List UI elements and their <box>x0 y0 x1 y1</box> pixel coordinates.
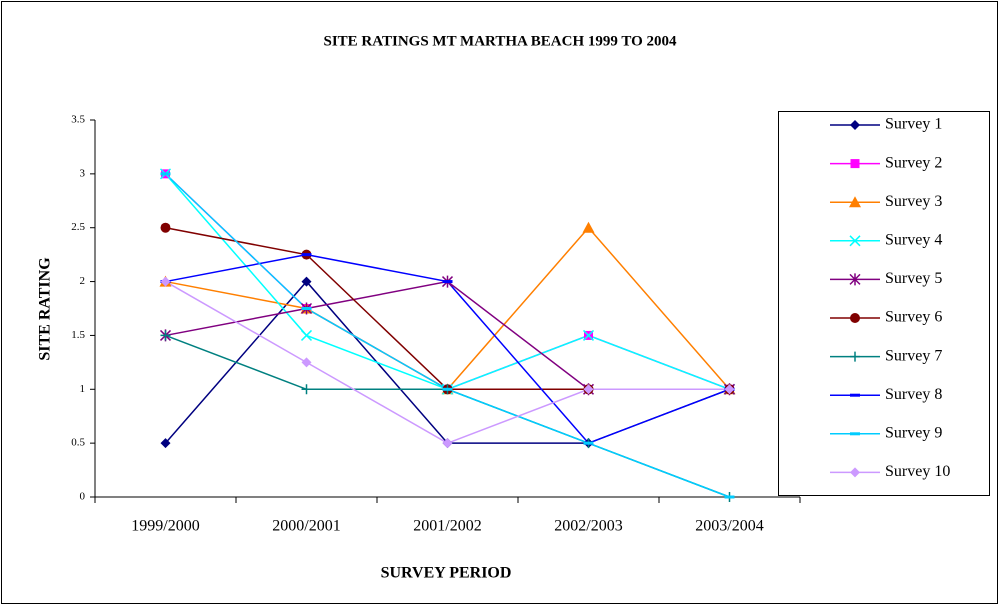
legend-label: Survey 6 <box>885 309 942 326</box>
marker <box>160 330 171 341</box>
y-tick-label: 3 <box>80 167 86 179</box>
legend-label: Survey 1 <box>885 116 942 133</box>
x-tick-label: 1999/2000 <box>131 518 199 535</box>
marker <box>850 432 860 436</box>
legend-label: Survey 3 <box>885 193 942 210</box>
x-tick-label: 2002/2003 <box>554 518 622 535</box>
legend-label: Survey 5 <box>885 270 942 287</box>
legend-box <box>778 111 990 496</box>
marker <box>160 276 171 287</box>
y-tick-label: 2.5 <box>71 221 85 233</box>
marker <box>301 307 312 310</box>
legend-label: Survey 9 <box>885 424 942 441</box>
legend-label: Survey 7 <box>885 347 942 364</box>
marker <box>442 387 453 391</box>
chart-title: SITE RATINGS MT MARTHA BEACH 1999 TO 200… <box>323 33 677 49</box>
marker <box>850 467 860 478</box>
x-axis-label: SURVEY PERIOD <box>381 565 512 582</box>
marker <box>849 196 861 208</box>
y-tick-label: 1.5 <box>71 329 85 341</box>
marker <box>849 235 861 247</box>
legend-label: Survey 8 <box>885 386 942 403</box>
marker <box>160 438 171 449</box>
legend-label: Survey 2 <box>885 154 942 171</box>
marker <box>160 172 171 176</box>
marker <box>301 384 312 395</box>
marker <box>850 313 860 323</box>
marker <box>582 221 595 233</box>
marker <box>582 329 595 341</box>
marker <box>724 384 735 395</box>
y-axis-label: SITE RATING <box>37 257 54 361</box>
x-tick-label: 2001/2002 <box>413 518 481 535</box>
marker <box>583 384 594 395</box>
legend-label: Survey 4 <box>885 231 942 248</box>
marker <box>160 222 171 233</box>
y-tick-label: 2 <box>80 275 86 287</box>
marker <box>583 441 594 445</box>
marker <box>301 253 312 257</box>
legend-label: Survey 10 <box>885 463 950 480</box>
marker <box>300 329 313 341</box>
marker <box>301 276 312 287</box>
marker <box>301 357 312 368</box>
y-tick-label: 0.5 <box>71 437 85 449</box>
x-tick-label: 2003/2004 <box>695 518 763 535</box>
y-tick-label: 3.5 <box>71 114 85 126</box>
marker <box>442 280 453 284</box>
x-tick-label: 2000/2001 <box>272 518 340 535</box>
y-tick-label: 1 <box>80 383 86 395</box>
y-tick-label: 0 <box>80 491 86 503</box>
marker <box>850 351 860 362</box>
marker <box>850 393 860 397</box>
marker <box>849 273 861 286</box>
marker <box>850 159 860 169</box>
marker <box>442 438 453 449</box>
marker <box>850 120 860 130</box>
marker <box>724 495 735 499</box>
